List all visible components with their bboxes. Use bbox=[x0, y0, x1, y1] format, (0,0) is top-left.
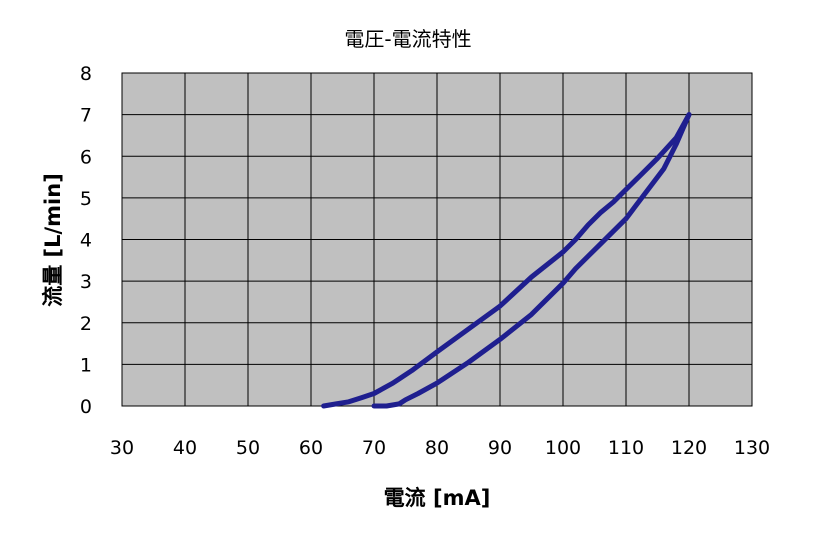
y-tick-label: 4 bbox=[80, 230, 92, 252]
x-axis-label: 電流 [mA] bbox=[384, 486, 491, 510]
y-tick-label: 1 bbox=[80, 354, 92, 376]
y-tick-label: 0 bbox=[80, 396, 92, 418]
y-tick-label: 6 bbox=[80, 146, 92, 168]
x-tick-label: 110 bbox=[608, 437, 644, 459]
y-axis-label: 流量 [L/min] bbox=[41, 173, 65, 307]
series-line-1 bbox=[321, 112, 692, 409]
x-tick-label: 50 bbox=[236, 437, 260, 459]
x-tick-label: 100 bbox=[545, 437, 581, 459]
x-tick-label: 90 bbox=[488, 437, 512, 459]
x-tick-label: 130 bbox=[734, 437, 770, 459]
y-tick-label: 8 bbox=[80, 63, 92, 85]
x-tick-label: 80 bbox=[425, 437, 449, 459]
y-tick-label: 2 bbox=[80, 313, 92, 335]
chart-title: 電圧-電流特性 bbox=[344, 27, 471, 51]
x-axis-ticks: 30 40 50 60 70 80 90 100 110 120 130 bbox=[110, 437, 770, 459]
x-tick-label: 40 bbox=[173, 437, 197, 459]
x-tick-label: 120 bbox=[671, 437, 707, 459]
x-tick-label: 60 bbox=[299, 437, 323, 459]
y-tick-label: 7 bbox=[80, 105, 92, 127]
series-lines bbox=[321, 112, 692, 409]
y-tick-label: 5 bbox=[80, 188, 92, 210]
y-tick-label: 3 bbox=[80, 271, 92, 293]
y-axis-ticks: 0 1 2 3 4 5 6 7 8 bbox=[80, 63, 92, 418]
x-tick-label: 70 bbox=[362, 437, 386, 459]
x-tick-label: 30 bbox=[110, 437, 134, 459]
series-line-2 bbox=[371, 112, 692, 409]
